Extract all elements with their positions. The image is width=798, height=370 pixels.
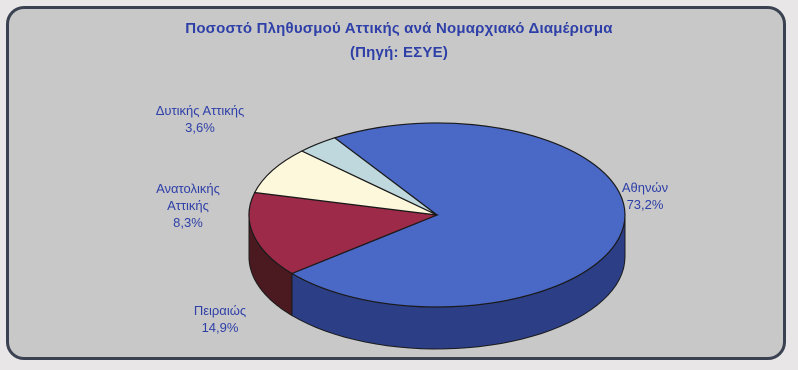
slice-label-athens: Αθηνών 73,2% [605,179,685,213]
slice-name-east-attica-1: Ανατολικής [156,181,220,196]
slice-value-west-attica: 3,6% [185,120,215,135]
slice-name-piraeus: Πειραιώς [193,303,247,318]
slice-label-west-attica: Δυτικής Αττικής 3,6% [135,102,265,136]
slice-west-attica [300,137,438,216]
slice-label-east-attica: Ανατολικής Αττικής 8,3% [138,180,238,231]
slice-east-attica [253,150,438,216]
slice-value-piraeus: 14,9% [201,320,239,335]
slice-name-east-attica-2: Αττικής [167,198,209,213]
slice-piraeus [248,191,440,275]
slice-athens [290,122,626,308]
slice-value-athens: 73,2% [626,197,664,212]
slice-value-east-attica: 8,3% [173,215,203,230]
slice-label-piraeus: Πειραιώς 14,9% [180,302,260,336]
chart-title: Ποσοστό Πληθυσμού Αττικής ανά Νομαρχιακό… [185,20,613,37]
slice-name-west-attica: Δυτικής Αττικής [155,103,245,118]
slice-name-athens: Αθηνών [621,180,669,195]
chart-subtitle: (Πηγή: ΕΣΥΕ) [349,44,449,61]
